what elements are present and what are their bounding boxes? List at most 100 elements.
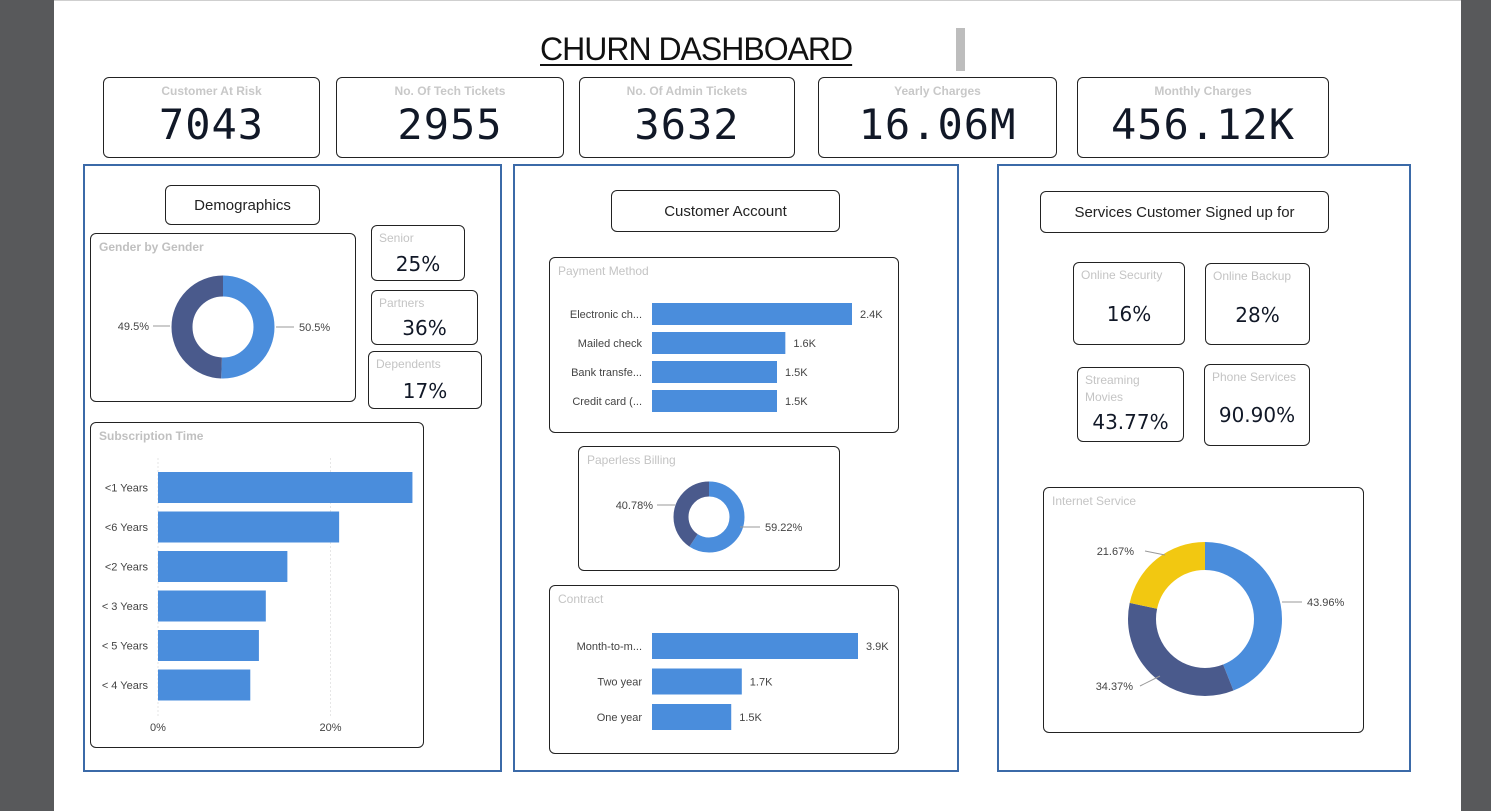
tick-label: 0%	[150, 722, 166, 734]
data-label: 1.7K	[750, 677, 773, 689]
gender-chart-title: Gender by Gender	[99, 240, 204, 254]
online-security-card: Online Security 16%	[1073, 262, 1185, 345]
payment-chart-title: Payment Method	[558, 264, 649, 278]
streaming-movies-label: Streaming Movies	[1085, 373, 1140, 404]
senior-card: Senior 25%	[371, 225, 465, 281]
category-label: One year	[597, 712, 643, 724]
kpi-card-customer-at-risk: Customer At Risk 7043	[103, 77, 320, 158]
category-label: Electronic ch...	[570, 309, 642, 321]
data-label: 1.5K	[785, 367, 808, 379]
slice-label: 21.67%	[1097, 546, 1135, 558]
customer-account-header: Customer Account	[611, 190, 840, 232]
kpi-label: Monthly Charges	[1154, 84, 1252, 98]
donut-slice	[1128, 542, 1282, 696]
dependents-card: Dependents 17%	[368, 351, 482, 409]
donut-slice	[1128, 542, 1282, 696]
bar	[652, 390, 777, 412]
bar	[158, 511, 340, 543]
partners-value: 36%	[402, 316, 447, 340]
online-security-value: 16%	[1106, 302, 1152, 326]
bar	[652, 633, 858, 659]
category-label: <1 Years	[105, 483, 149, 495]
kpi-label: No. Of Tech Tickets	[394, 84, 506, 98]
category-label: < 5 Years	[102, 641, 149, 653]
slice-label: 49.5%	[118, 321, 149, 333]
kpi-value: 2955	[397, 100, 503, 149]
phone-services-card: Phone Services 90.90%	[1204, 364, 1310, 446]
slice-label: 59.22%	[765, 522, 803, 534]
bar	[652, 704, 732, 730]
bar	[652, 668, 742, 695]
category-label: Credit card (...	[572, 396, 642, 408]
scrollbar-thumb[interactable]	[956, 28, 965, 71]
kpi-value: 3632	[634, 100, 740, 149]
phone-services-label: Phone Services	[1212, 370, 1297, 384]
data-label: 3.9K	[866, 641, 889, 653]
category-label: Two year	[597, 677, 642, 689]
paperless-chart-title: Paperless Billing	[587, 453, 676, 467]
online-backup-value: 28%	[1235, 303, 1280, 327]
bar	[652, 332, 786, 354]
kpi-card-monthly-charges: Monthly Charges 456.12K	[1077, 77, 1329, 158]
kpi-value: 7043	[158, 100, 265, 149]
donut-slice	[673, 481, 745, 553]
data-label: 1.6K	[793, 338, 816, 350]
demographics-header: Demographics	[165, 185, 320, 225]
senior-value: 25%	[395, 252, 441, 276]
slice-label: 40.78%	[616, 500, 654, 512]
slice-label: 50.5%	[299, 322, 330, 334]
partners-card: Partners 36%	[371, 290, 478, 345]
category-label: Bank transfe...	[571, 367, 642, 379]
dependents-label: Dependents	[376, 357, 441, 371]
kpi-label: Yearly Charges	[894, 84, 981, 98]
partners-label: Partners	[379, 296, 425, 310]
data-label: 2.4K	[860, 309, 883, 321]
tick-label: 20%	[319, 722, 341, 734]
category-label: < 3 Years	[102, 601, 149, 613]
online-security-label: Online Security	[1081, 268, 1163, 282]
bar	[652, 361, 777, 383]
kpi-card-tech-tickets: No. Of Tech Tickets 2955	[336, 77, 564, 158]
category-label: <2 Years	[105, 562, 149, 574]
streaming-movies-card: Streaming Movies 43.77%	[1077, 367, 1184, 442]
slice-label: 34.37%	[1096, 681, 1134, 693]
streaming-movies-value: 43.77%	[1092, 410, 1169, 434]
category-label: Mailed check	[578, 338, 643, 350]
bar	[158, 590, 266, 622]
dashboard-title: CHURN DASHBOARD	[540, 31, 853, 67]
services-header: Services Customer Signed up for	[1040, 191, 1329, 233]
kpi-value: 456.12K	[1110, 100, 1295, 149]
data-label: 1.5K	[785, 396, 808, 408]
slice-label: 43.96%	[1307, 597, 1345, 609]
kpi-label: Customer At Risk	[161, 84, 262, 98]
online-backup-card: Online Backup 28%	[1205, 263, 1310, 345]
slice-leader-line	[1144, 550, 1166, 556]
bar	[158, 630, 259, 661]
internet-chart-title: Internet Service	[1052, 494, 1137, 508]
kpi-label: No. Of Admin Tickets	[626, 84, 748, 98]
kpi-card-yearly-charges: Yearly Charges 16.06M	[818, 77, 1057, 158]
dependents-value: 17%	[402, 379, 448, 403]
bar	[158, 669, 251, 701]
slice-leader-line	[1139, 675, 1161, 687]
subscription-chart-title: Subscription Time	[99, 429, 204, 443]
category-label: <6 Years	[105, 522, 149, 534]
donut-slice	[171, 275, 275, 379]
kpi-card-admin-tickets: No. Of Admin Tickets 3632	[579, 77, 795, 158]
phone-services-value: 90.90%	[1218, 403, 1296, 427]
kpi-value: 16.06M	[858, 100, 1017, 149]
data-label: 1.5K	[739, 712, 762, 724]
category-label: Month-to-m...	[577, 641, 642, 653]
senior-label: Senior	[379, 231, 414, 245]
bar	[652, 303, 852, 325]
contract-chart-title: Contract	[558, 592, 604, 606]
online-backup-label: Online Backup	[1213, 269, 1292, 283]
category-label: < 4 Years	[102, 680, 149, 692]
bar	[158, 551, 288, 582]
